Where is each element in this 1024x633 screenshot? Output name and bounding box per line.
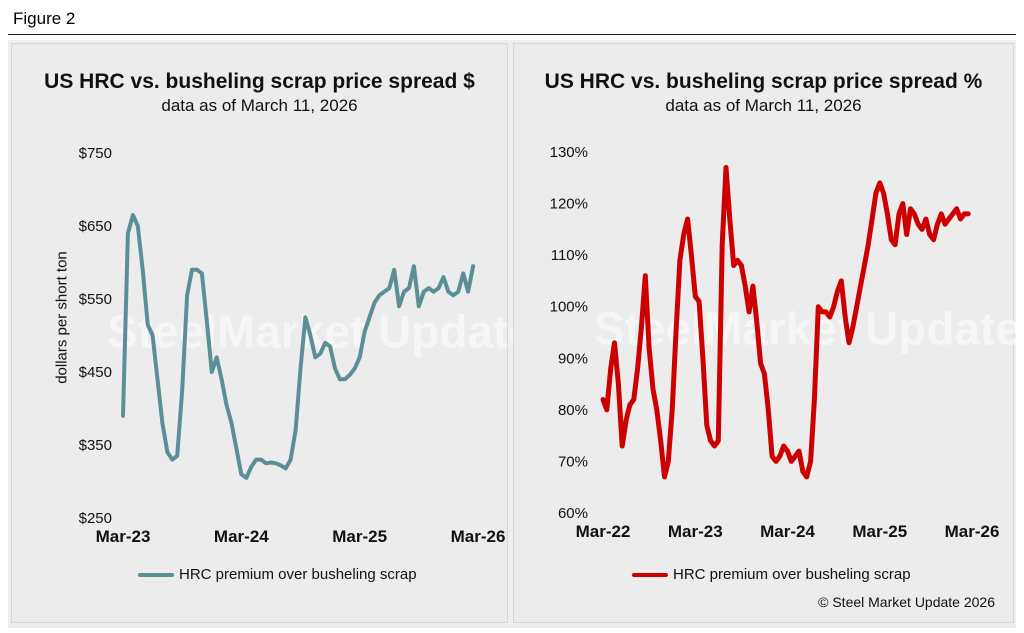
x-tick-label: Mar-22 [576, 522, 631, 541]
chart-plot-dollar: SteelMarket Update$750$650$550$450$350$2… [79, 145, 534, 546]
y-tick-label: $550 [79, 291, 112, 308]
y-tick-label: 110% [551, 247, 588, 264]
y-tick-label: 120% [550, 196, 588, 213]
series-line [121, 213, 476, 480]
x-tick-label: Mar-24 [214, 527, 269, 546]
copyright-text: © Steel Market Update 2026 [818, 594, 995, 610]
legend-label: HRC premium over busheling scrap [673, 566, 911, 583]
chart-title: US HRC vs. busheling scrap price spread … [544, 70, 983, 93]
y-tick-label: 80% [558, 402, 588, 419]
chart-subtitle: data as of March 11, 2026 [665, 96, 862, 115]
x-tick-label: Mar-26 [451, 527, 506, 546]
chart-panel-percent: US HRC vs. busheling scrap price spread … [513, 43, 1021, 623]
x-tick-label: Mar-23 [668, 522, 723, 541]
y-tick-label: 60% [558, 505, 588, 522]
legend-swatch [138, 572, 174, 577]
y-tick-label: 100% [550, 299, 588, 316]
series-line [600, 165, 971, 480]
chart-title: US HRC vs. busheling scrap price spread … [44, 70, 475, 93]
legend-swatch [632, 572, 668, 577]
y-tick-label: 70% [558, 453, 588, 470]
chart-plot-percent: SteelMarket Update 130% 120% 110% 100% 90% 80%… [550, 144, 1021, 541]
chart-subtitle: data as of March 11, 2026 [161, 96, 358, 115]
y-tick-label: $650 [79, 218, 112, 235]
x-tick-label: Mar-26 [945, 522, 1000, 541]
legend: HRC premium over busheling scrap [632, 566, 911, 583]
x-tick-label: Mar-24 [760, 522, 815, 541]
watermark-text: SteelMarket Update [594, 303, 1021, 355]
y-tick-label: $750 [79, 145, 112, 162]
y-tick-label: $450 [79, 364, 112, 381]
x-tick-label: Mar-25 [332, 527, 387, 546]
legend: HRC premium over busheling scrap [138, 566, 417, 583]
x-tick-label: Mar-25 [852, 522, 907, 541]
y-tick-label: 90% [558, 350, 588, 367]
figure-divider [8, 34, 1016, 35]
x-tick-label: Mar-23 [96, 527, 151, 546]
figure-label: Figure 2 [13, 9, 76, 28]
y-tick-label: 130% [550, 144, 588, 161]
legend-label: HRC premium over busheling scrap [179, 566, 417, 583]
y-tick-label: $350 [79, 437, 112, 454]
chart-panel-dollar: US HRC vs. busheling scrap price spread … [11, 43, 534, 623]
y-tick-label: $250 [79, 510, 112, 527]
